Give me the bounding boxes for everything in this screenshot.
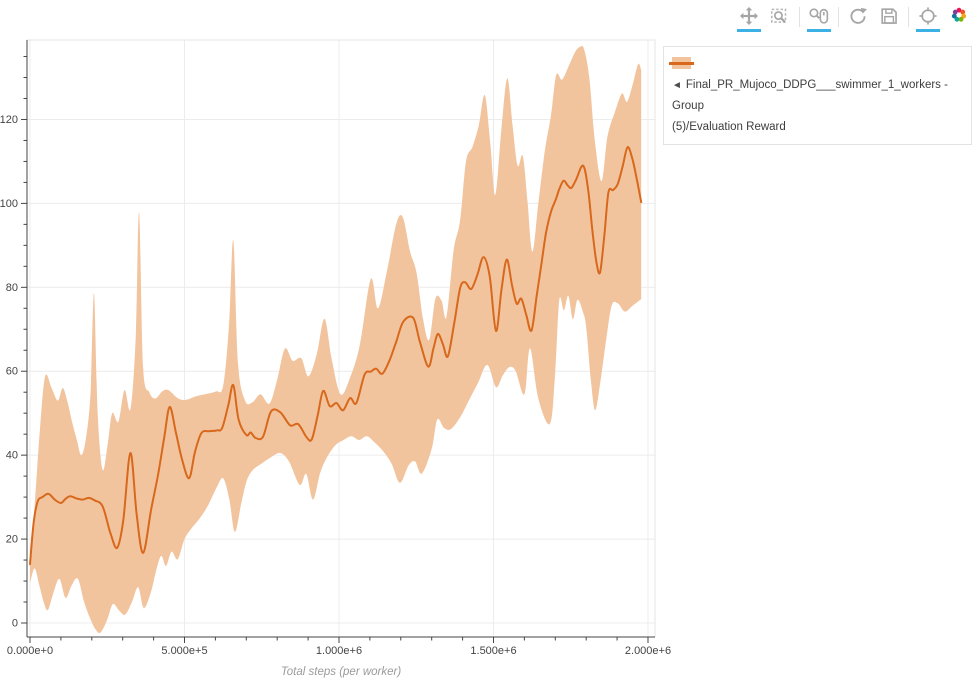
save-tool-button[interactable] [877,5,901,32]
svg-text:1.500e+6: 1.500e+6 [470,645,516,657]
svg-text:0: 0 [12,617,18,629]
legend-item[interactable]: ◄ Final_PR_Mujoco_DDPG___swimmer_1_worker… [669,54,963,138]
wheel-zoom-tool-button[interactable] [807,5,831,32]
reset-tool-button[interactable] [846,5,870,32]
legend-line-swatch [669,62,694,65]
save-icon [878,5,900,27]
bokeh-logo[interactable] [947,5,971,25]
wheel-zoom-icon [808,5,830,27]
axes: 0.000e+0 5.000e+5 1.000e+6 1.500e+6 2.000e+6… [0,40,671,657]
box-zoom-active-underline [768,29,792,32]
wheel-zoom-active-underline [807,29,831,32]
svg-text:2.000e+6: 2.000e+6 [625,645,671,657]
legend-label-line2: (5)/Evaluation Reward [672,120,786,133]
toolbar-separator [908,7,909,27]
legend-marker-icon: ◄ [672,79,682,91]
x-axis-label: Total steps (per worker) [280,666,402,678]
bokeh-toolbar [737,5,971,32]
reset-active-underline [846,29,870,32]
series-line [29,146,643,566]
save-active-underline [877,29,901,32]
reset-icon [847,5,869,27]
hover-active-underline [916,29,940,32]
svg-text:5.000e+5: 5.000e+5 [161,645,207,657]
pan-active-underline [737,29,761,32]
hover-icon [917,5,939,27]
toolbar-separator [799,7,800,27]
svg-text:80: 80 [6,282,18,294]
pan-icon [738,5,760,27]
svg-text:120: 120 [0,114,18,126]
legend-band-swatch [669,57,694,69]
confidence-band [30,45,642,634]
legend: ◄ Final_PR_Mujoco_DDPG___swimmer_1_worker… [663,46,972,145]
box-zoom-tool-button[interactable] [768,5,792,32]
svg-text:0.000e+0: 0.000e+0 [7,645,53,657]
svg-text:20: 20 [6,534,18,546]
hover-tool-button[interactable] [916,5,940,32]
svg-text:100: 100 [0,198,18,210]
svg-text:40: 40 [6,450,18,462]
svg-text:60: 60 [6,366,18,378]
bokeh-logo-icon [949,5,969,25]
pan-tool-button[interactable] [737,5,761,32]
legend-label-line1: Final_PR_Mujoco_DDPG___swimmer_1_workers… [672,78,948,112]
box-zoom-icon [769,5,791,27]
toolbar-separator [838,7,839,27]
svg-text:1.000e+6: 1.000e+6 [316,645,362,657]
